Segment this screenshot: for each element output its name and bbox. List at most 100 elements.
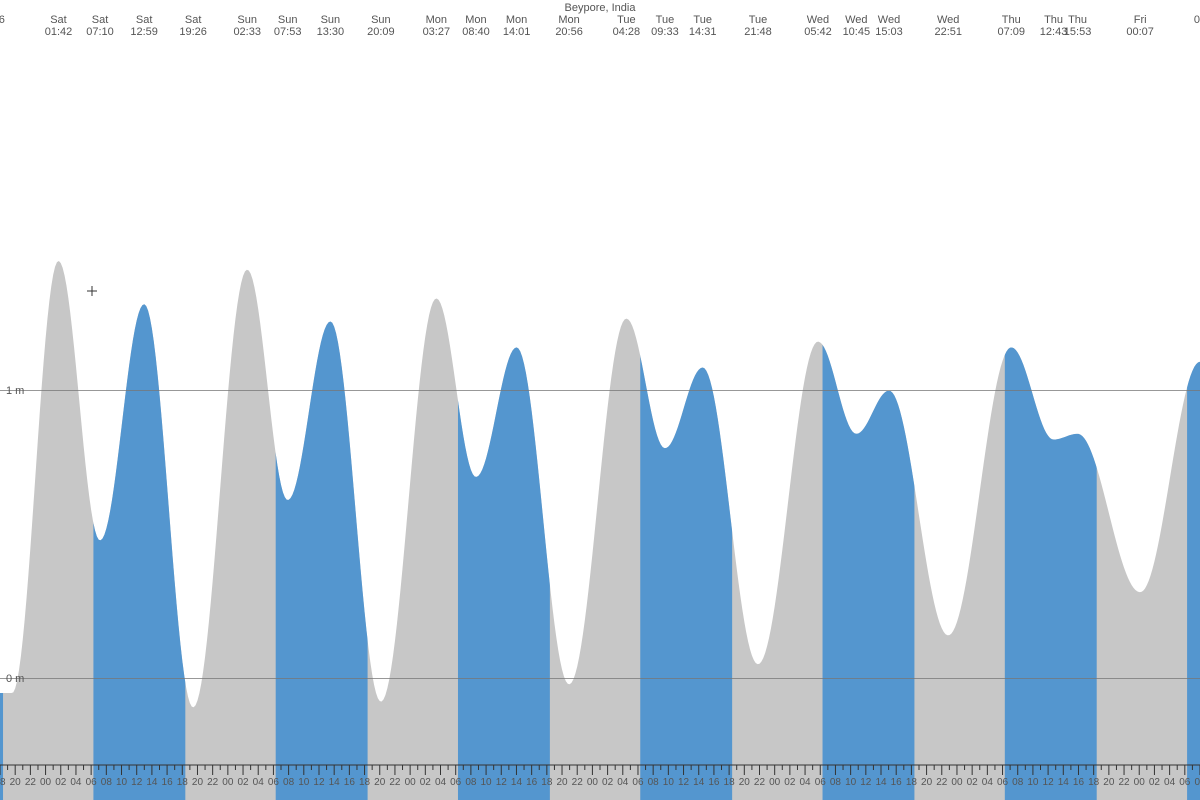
tide-time-label: Tue04:28 <box>613 14 641 38</box>
x-axis-tick-label: 10 <box>1027 777 1038 788</box>
x-axis-tick-label: 06 <box>815 777 826 788</box>
x-axis-tick-label: 16 <box>526 777 537 788</box>
x-axis-tick-label: 06 <box>997 777 1008 788</box>
x-axis-tick-label: 18 <box>1088 777 1099 788</box>
y-axis-label: 0 m <box>6 673 24 685</box>
x-axis-tick-label: 20 <box>1103 777 1114 788</box>
x-axis-tick-label: 16 <box>162 777 173 788</box>
tide-time-label: Sun13:30 <box>317 14 345 38</box>
x-axis-tick-label: 08 <box>1194 777 1200 788</box>
tide-time-label: Wed22:51 <box>934 14 962 38</box>
x-axis-tick-label: 04 <box>800 777 811 788</box>
x-axis-tick-label: 02 <box>237 777 248 788</box>
x-axis-tick-label: 14 <box>1058 777 1069 788</box>
x-axis-tick-label: 00 <box>40 777 51 788</box>
x-axis-tick-label: 22 <box>754 777 765 788</box>
x-axis-tick-label: 08 <box>465 777 476 788</box>
x-axis-tick-label: 08 <box>101 777 112 788</box>
tide-time-label: Thu15:53 <box>1064 14 1092 38</box>
tide-time-label: Sat19:26 <box>179 14 207 38</box>
x-axis-tick-label: 02 <box>1149 777 1160 788</box>
tide-time-label: Tue21:48 <box>744 14 772 38</box>
x-axis-tick-label: 22 <box>1118 777 1129 788</box>
tide-time-label: Mon08:40 <box>462 14 490 38</box>
x-axis-tick-label: 14 <box>146 777 157 788</box>
x-axis-tick-label: 06 <box>268 777 279 788</box>
x-axis-tick-label: 04 <box>1164 777 1175 788</box>
x-axis-tick-label: 04 <box>253 777 264 788</box>
tide-time-label: Fri00:07 <box>1126 14 1154 38</box>
tide-time-label: Wed05:42 <box>804 14 832 38</box>
x-axis-tick-label: 02 <box>784 777 795 788</box>
tide-time-label: Tue14:31 <box>689 14 717 38</box>
x-axis-tick-label: 02 <box>967 777 978 788</box>
x-axis-tick-label: 06 <box>632 777 643 788</box>
tide-time-label: Sun02:33 <box>233 14 261 38</box>
x-axis-tick-label: 20 <box>556 777 567 788</box>
x-axis-tick-label: 12 <box>131 777 142 788</box>
tide-time-label: -6 <box>0 14 5 26</box>
x-axis-tick-label: 22 <box>207 777 218 788</box>
x-axis-tick-label: 12 <box>860 777 871 788</box>
tide-time-label: Mon20:56 <box>555 14 583 38</box>
tide-time-label: Mon14:01 <box>503 14 531 38</box>
x-axis-tick-label: 20 <box>921 777 932 788</box>
tide-chart <box>0 0 1200 800</box>
x-axis-tick-label: 04 <box>435 777 446 788</box>
tide-time-label: 08 <box>1194 14 1200 26</box>
x-axis-tick-label: 00 <box>587 777 598 788</box>
x-axis-tick-label: 18 <box>541 777 552 788</box>
x-axis-tick-label: 12 <box>313 777 324 788</box>
top-time-labels: -6Sat01:42Sat07:10Sat12:59Sat19:26Sun02:… <box>0 14 1200 44</box>
tide-time-label: Tue09:33 <box>651 14 679 38</box>
x-axis-tick-label: 22 <box>25 777 36 788</box>
y-axis-label: 1 m <box>6 385 24 397</box>
x-axis-tick-label: 14 <box>875 777 886 788</box>
tide-time-label: Sat07:10 <box>86 14 114 38</box>
tide-time-label: Mon03:27 <box>423 14 451 38</box>
x-axis-tick-label: 14 <box>693 777 704 788</box>
x-axis-tick-label: 00 <box>405 777 416 788</box>
x-axis-tick-label: 00 <box>1134 777 1145 788</box>
tide-time-label: Sun20:09 <box>367 14 395 38</box>
x-axis-tick-label: 06 <box>450 777 461 788</box>
x-axis-tick-label: 10 <box>481 777 492 788</box>
tide-time-label: Sun07:53 <box>274 14 302 38</box>
x-axis-tick-label: 10 <box>845 777 856 788</box>
x-axis-tick-label: 22 <box>936 777 947 788</box>
x-axis-tick-label: 12 <box>678 777 689 788</box>
x-axis-tick-label: 14 <box>511 777 522 788</box>
x-axis-tick-label: 16 <box>891 777 902 788</box>
x-axis-tick-label: 16 <box>344 777 355 788</box>
x-axis-tick-label: 00 <box>951 777 962 788</box>
x-axis-tick-label: 12 <box>496 777 507 788</box>
x-axis-tick-label: 18 <box>906 777 917 788</box>
x-axis-tick-label: 22 <box>572 777 583 788</box>
x-axis-tick-label: 08 <box>648 777 659 788</box>
x-axis-tick-label: 18 <box>724 777 735 788</box>
chart-title: Beypore, India <box>0 2 1200 14</box>
x-axis-tick-label: 16 <box>1073 777 1084 788</box>
x-axis-tick-label: 08 <box>283 777 294 788</box>
x-axis-tick-label: 10 <box>298 777 309 788</box>
x-axis-tick-label: 04 <box>982 777 993 788</box>
x-axis-tick-label: 08 <box>830 777 841 788</box>
x-axis-tick-label: 00 <box>769 777 780 788</box>
x-axis-tick-label: 12 <box>1043 777 1054 788</box>
x-axis-tick-label: 08 <box>1012 777 1023 788</box>
x-axis-tick-label: 20 <box>192 777 203 788</box>
x-axis-tick-label: 22 <box>389 777 400 788</box>
x-axis-tick-label: 06 <box>86 777 97 788</box>
x-axis-tick-label: 20 <box>739 777 750 788</box>
x-axis-tick-label: 04 <box>70 777 81 788</box>
x-axis-tick-label: 00 <box>222 777 233 788</box>
x-axis-tick-label: 02 <box>602 777 613 788</box>
x-axis-tick-label: 10 <box>116 777 127 788</box>
tide-time-label: Wed10:45 <box>843 14 871 38</box>
x-axis-tick-label: 18 <box>359 777 370 788</box>
x-axis-tick-label: 16 <box>708 777 719 788</box>
x-axis-tick-label: 02 <box>420 777 431 788</box>
x-axis-tick-label: 18 <box>0 777 6 788</box>
x-axis-tick-label: 20 <box>374 777 385 788</box>
tide-time-label: Sat12:59 <box>130 14 158 38</box>
